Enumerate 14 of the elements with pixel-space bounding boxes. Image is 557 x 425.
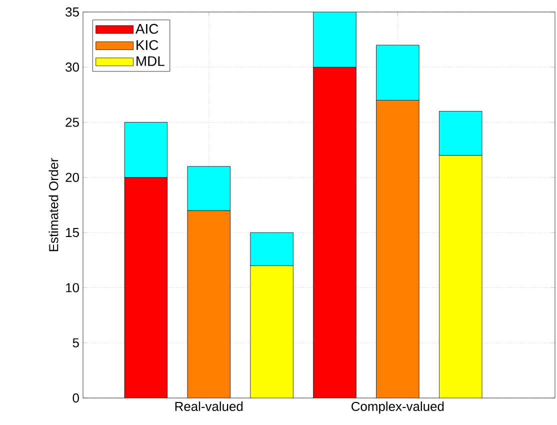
y-tick-label: 20 xyxy=(66,172,79,182)
y-tick-label: 5 xyxy=(72,338,79,348)
y-tick-label: 30 xyxy=(66,62,79,72)
x-tick-label: Real-valued xyxy=(175,402,243,412)
y-tick-label: 35 xyxy=(66,7,79,17)
y-tick-label: 10 xyxy=(66,283,79,292)
legend-label: MDL xyxy=(136,56,164,66)
y-tick-label: 15 xyxy=(66,228,79,238)
legend-label: AIC xyxy=(135,24,158,34)
y-tick-label: 25 xyxy=(66,118,79,127)
x-tick-label: Complex-valued xyxy=(352,402,444,414)
legend-label: KIC xyxy=(136,40,158,50)
y-tick-label: 0 xyxy=(72,393,79,403)
y-axis-title: Estimated Order xyxy=(48,158,58,252)
